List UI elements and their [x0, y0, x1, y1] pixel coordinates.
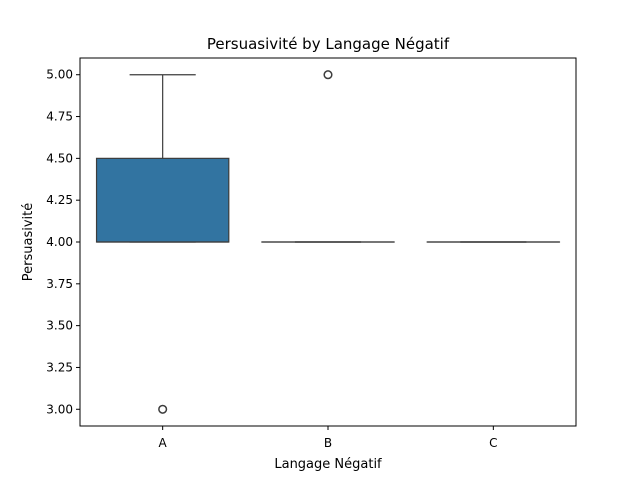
outlier-point — [323, 70, 333, 80]
y-tick-label: 3.25 — [46, 360, 73, 374]
x-tick-label: A — [159, 436, 168, 450]
y-tick-label: 4.00 — [46, 235, 73, 249]
y-tick-label: 4.25 — [46, 193, 73, 207]
box-group-a — [95, 74, 230, 414]
x-tick-label: B — [324, 436, 332, 450]
x-tick-label: C — [489, 436, 497, 450]
x-axis-label: Langage Négatif — [274, 457, 382, 472]
box-iqr — [95, 157, 230, 243]
outlier-point — [158, 404, 168, 414]
y-tick-label: 3.75 — [46, 277, 73, 291]
plot-area — [95, 70, 561, 414]
box-group-b — [261, 70, 395, 243]
y-tick-label: 4.75 — [46, 110, 73, 124]
y-tick-label: 5.00 — [46, 68, 73, 82]
axes-frame — [79, 57, 577, 427]
y-tick-label: 3.50 — [46, 319, 73, 333]
y-tick-label: 4.50 — [46, 151, 73, 165]
y-tick-label: 3.00 — [46, 402, 73, 416]
axis-ticks: 3.00 3.25 3.50 3.75 4.00 4.25 4.50 4.75 5.00 A B C — [46, 68, 497, 450]
chart-title: Persuasivité by Langage Négatif — [207, 35, 450, 53]
y-axis-label: Persuasivité — [21, 203, 36, 281]
